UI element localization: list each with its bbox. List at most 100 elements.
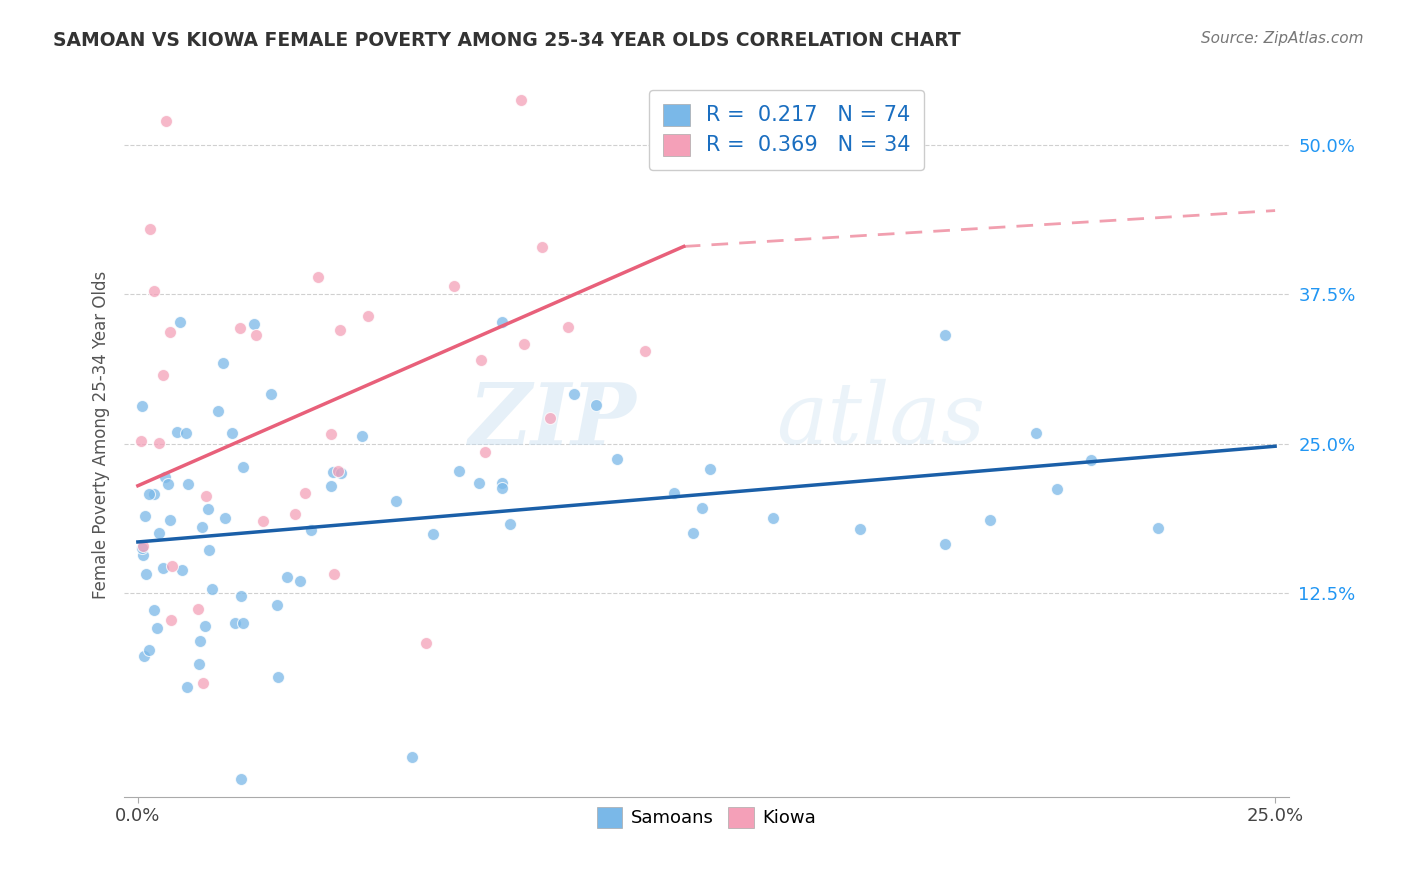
Point [260, 386, 283, 401]
Point [513, 337, 536, 351]
Point [176, 426, 198, 441]
Point [228, 321, 250, 335]
Point [138, 487, 160, 501]
Point [188, 633, 211, 648]
Point [294, 486, 316, 500]
Point [221, 425, 243, 440]
Point [131, 434, 153, 448]
Point [160, 613, 183, 627]
Point [231, 772, 253, 786]
Point [662, 486, 685, 500]
Point [148, 526, 170, 541]
Point [979, 513, 1001, 527]
Point [557, 320, 579, 334]
Point [134, 509, 156, 524]
Point [699, 462, 721, 476]
Point [166, 425, 188, 440]
Point [510, 93, 533, 107]
Point [152, 561, 174, 575]
Point [207, 404, 229, 418]
Point [467, 476, 489, 491]
Point [326, 464, 349, 478]
Point [762, 511, 785, 525]
Point [157, 477, 180, 491]
Point [132, 539, 155, 553]
Legend: Samoans, Kiowa: Samoans, Kiowa [589, 799, 824, 835]
Point [538, 411, 561, 425]
Point [224, 615, 246, 630]
Point [170, 562, 193, 576]
Point [352, 429, 374, 443]
Point [176, 476, 198, 491]
Point [299, 523, 322, 537]
Point [499, 516, 522, 531]
Point [198, 543, 221, 558]
Point [449, 464, 471, 478]
Point [134, 648, 156, 663]
Y-axis label: Female Poverty Among 25-34 Year Olds: Female Poverty Among 25-34 Year Olds [93, 271, 110, 599]
Point [212, 356, 235, 370]
Point [197, 501, 219, 516]
Point [143, 285, 166, 299]
Point [190, 520, 212, 534]
Point [401, 749, 423, 764]
Point [267, 671, 290, 685]
Point [491, 476, 513, 491]
Point [531, 240, 554, 254]
Point [169, 315, 191, 329]
Point [229, 589, 252, 603]
Point [148, 436, 170, 450]
Point [245, 328, 267, 343]
Point [159, 513, 181, 527]
Point [934, 328, 956, 343]
Point [131, 541, 153, 555]
Point [243, 317, 266, 331]
Point [849, 522, 872, 536]
Point [1147, 521, 1170, 535]
Point [682, 526, 704, 541]
Point [135, 566, 157, 581]
Point [195, 490, 218, 504]
Point [585, 398, 607, 412]
Point [690, 501, 713, 516]
Point [153, 470, 176, 484]
Point [162, 558, 184, 573]
Point [142, 486, 165, 500]
Point [491, 481, 513, 495]
Point [1025, 425, 1047, 440]
Point [357, 309, 380, 323]
Point [131, 399, 153, 413]
Point [307, 270, 329, 285]
Point [443, 278, 465, 293]
Point [934, 537, 956, 551]
Point [276, 570, 298, 584]
Point [1080, 452, 1102, 467]
Point [138, 643, 160, 657]
Point [132, 548, 155, 562]
Point [384, 494, 406, 508]
Point [329, 467, 352, 481]
Point [201, 582, 224, 596]
Point [188, 657, 211, 672]
Point [290, 574, 312, 588]
Point [176, 680, 198, 694]
Point [323, 567, 346, 582]
Point [266, 598, 288, 612]
Point [606, 452, 628, 467]
Point [284, 508, 307, 522]
Text: ZIP: ZIP [468, 379, 637, 462]
Point [214, 510, 236, 524]
Point [634, 343, 657, 358]
Point [422, 527, 444, 541]
Text: SAMOAN VS KIOWA FEMALE POVERTY AMONG 25-34 YEAR OLDS CORRELATION CHART: SAMOAN VS KIOWA FEMALE POVERTY AMONG 25-… [53, 31, 962, 50]
Point [491, 315, 513, 329]
Point [322, 465, 344, 479]
Point [146, 621, 169, 635]
Point [562, 387, 585, 401]
Point [187, 602, 209, 616]
Text: atlas: atlas [776, 379, 986, 462]
Point [152, 368, 174, 382]
Point [194, 619, 217, 633]
Point [232, 616, 254, 631]
Point [328, 323, 350, 337]
